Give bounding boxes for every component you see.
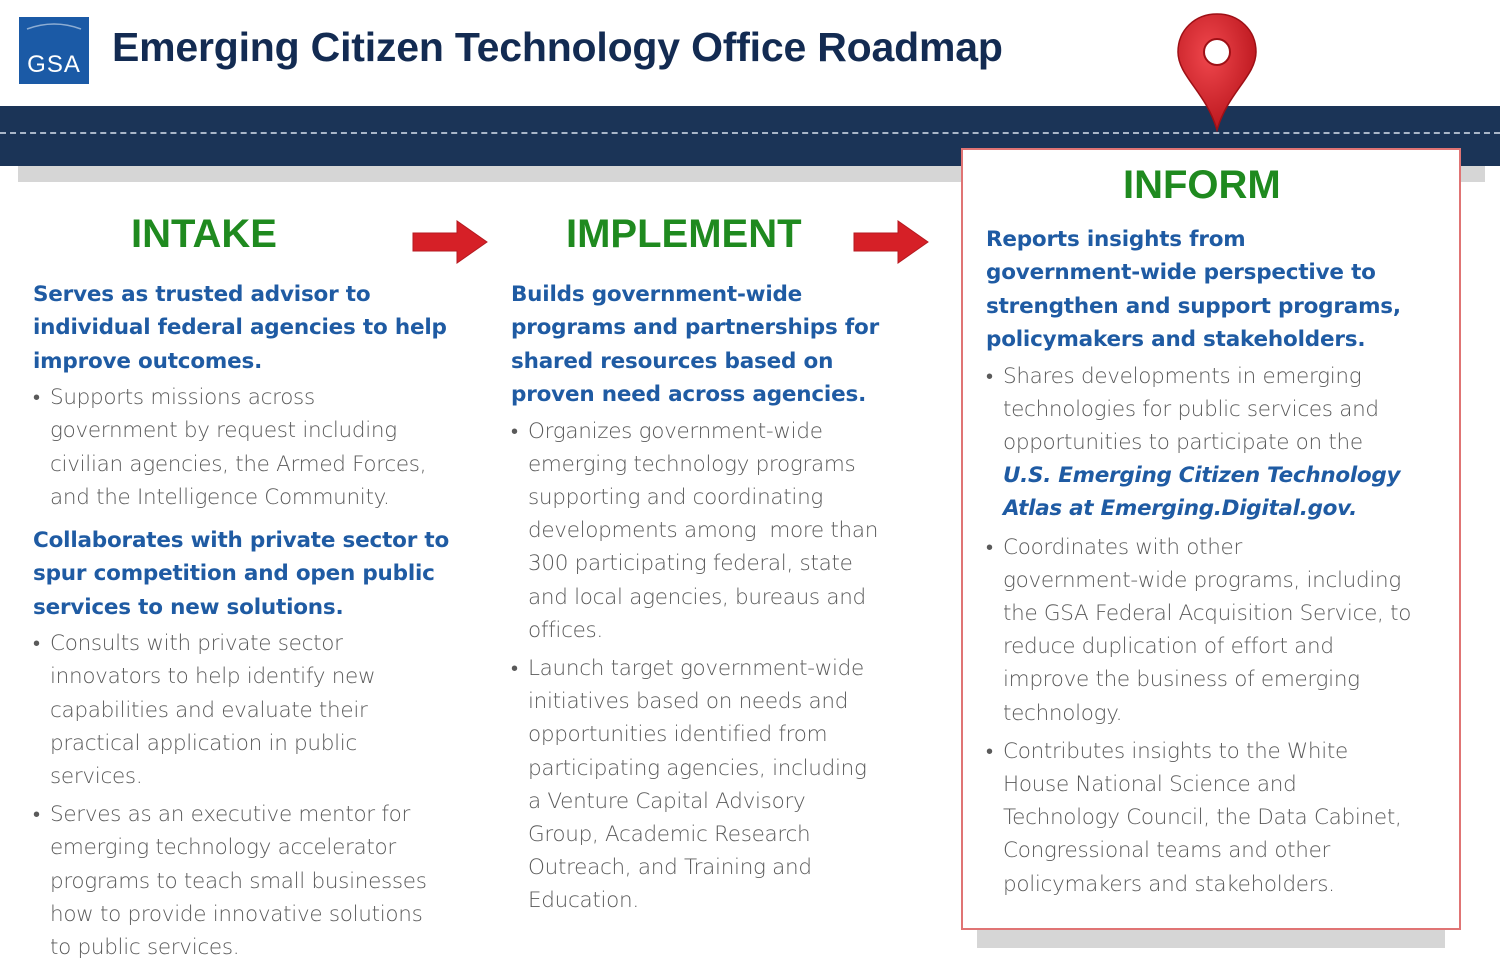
list-item: • Supports missions across government by… bbox=[33, 385, 427, 510]
inform-card-shadow bbox=[977, 930, 1445, 948]
inform-section-1: Reports insights from government-wide pe… bbox=[986, 223, 1446, 901]
intake-section-1: Serves as trusted advisor to individual … bbox=[33, 278, 453, 514]
column-heading: INTAKE bbox=[131, 212, 277, 256]
intake-section-2: Collaborates with private sector to spur… bbox=[33, 524, 453, 964]
atlas-link[interactable]: U.S. Emerging Citizen Technology bbox=[1003, 463, 1401, 489]
list-item: • Coordinates with other government-wide… bbox=[986, 534, 1412, 726]
list-item: • Contributes insights to the White Hous… bbox=[986, 738, 1402, 897]
list-item: • Organizes government-wide emerging tec… bbox=[511, 418, 879, 643]
column-intake: INTAKE Serves as trusted advisor to indi… bbox=[33, 212, 453, 964]
list-item: • Serves as an executive mentor for emer… bbox=[33, 802, 427, 961]
column-heading: IMPLEMENT bbox=[566, 212, 802, 256]
atlas-link[interactable]: Atlas at Emerging.Digital.gov. bbox=[1003, 496, 1357, 522]
right-arrow-icon bbox=[853, 220, 929, 264]
list-item: • Launch target government-wide initiati… bbox=[511, 656, 867, 914]
map-pin-icon bbox=[1177, 13, 1257, 132]
column-implement: IMPLEMENT Builds government-wide program… bbox=[511, 212, 911, 918]
right-arrow-icon bbox=[412, 220, 488, 264]
page-title: Emerging Citizen Technology Office Roadm… bbox=[112, 24, 1003, 70]
inform-card bbox=[961, 148, 1461, 930]
implement-section-1: Builds government-wide programs and part… bbox=[511, 278, 911, 918]
list-item: • Consults with private sector innovator… bbox=[33, 631, 376, 790]
section-lead: Collaborates with private sector to spur… bbox=[33, 528, 450, 620]
column-heading: INFORM bbox=[1123, 163, 1281, 207]
road-dashed-line bbox=[0, 132, 1500, 134]
gsa-logo-icon: GSA bbox=[19, 17, 89, 84]
list-item: • Shares developments in emerging techno… bbox=[986, 360, 1446, 526]
section-lead: Serves as trusted advisor to individual … bbox=[33, 282, 447, 374]
section-lead: Builds government-wide programs and part… bbox=[511, 282, 879, 408]
gsa-logo: GSA bbox=[19, 17, 89, 84]
logo-text: GSA bbox=[27, 51, 81, 78]
column-inform: INFORM Reports insights from government-… bbox=[986, 163, 1446, 901]
section-lead: Reports insights from government-wide pe… bbox=[986, 227, 1401, 353]
